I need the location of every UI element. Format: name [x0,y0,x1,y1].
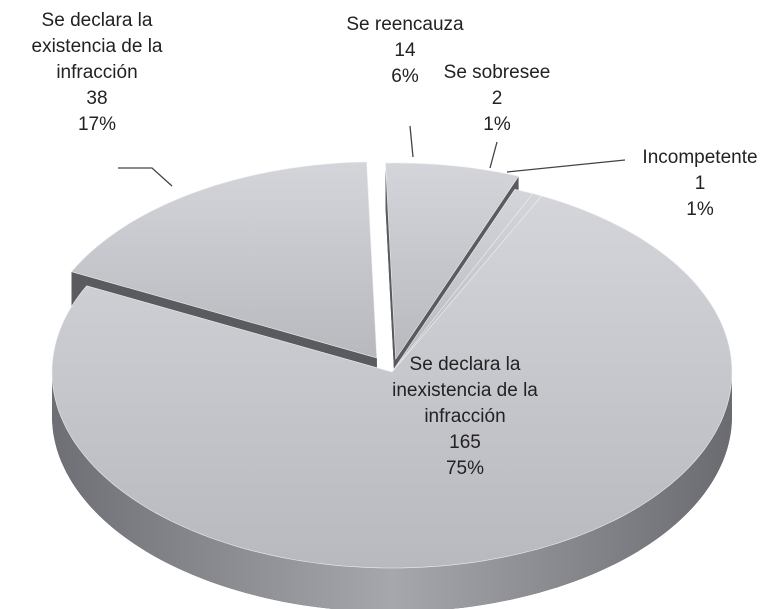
slice-label: Se declara la inexistencia de la infracc… [375,352,555,482]
slice-top [385,162,520,360]
slice-label: Se declara la existencia de la infracció… [10,8,185,138]
value-label: 38 [86,88,108,109]
percent-label: 6% [391,66,419,87]
slice [51,195,733,609]
category-label: Se declara la inexistencia de la infracc… [392,354,538,427]
percent-label: 1% [686,199,714,220]
slice-label: Se reencauza 14 6% [325,12,485,90]
slice-label: Se sobresee 2 1% [432,60,562,138]
leader-line [118,167,173,187]
leader-line [409,125,414,158]
category-label: Incompetente [642,147,758,168]
category-label: Se sobresee [443,62,551,83]
leader-line [489,141,498,169]
percent-label: 1% [483,114,511,135]
value-label: 2 [491,88,503,109]
slice-label: Incompetente 1 1% [620,145,780,223]
slice-top [51,195,733,569]
percent-label: 75% [445,458,485,479]
slice-top [70,161,378,359]
category-label: Se reencauza [346,14,464,35]
category-label: Se declara la existencia de la infracció… [31,10,163,83]
percent-label: 17% [77,114,117,135]
slice-wall [52,372,732,609]
slice-side [385,163,396,403]
value-label: 165 [449,432,481,453]
leader-line [506,159,626,173]
value-label: 14 [394,40,416,61]
value-label: 1 [694,173,706,194]
